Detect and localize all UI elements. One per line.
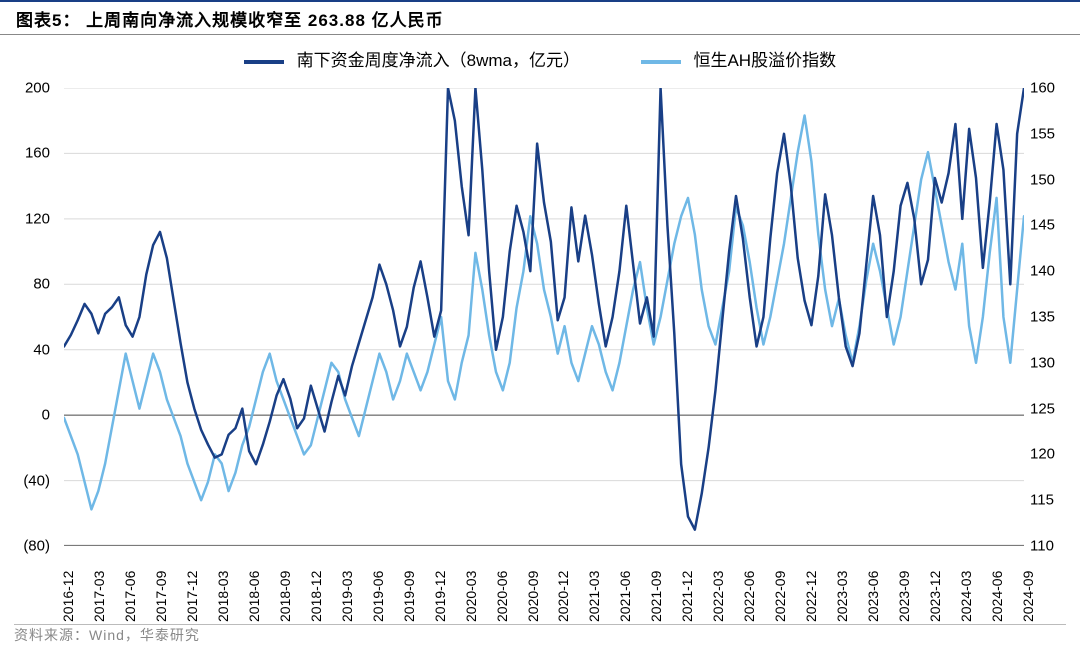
x-axis-labels: 2016-122017-032017-062017-092017-122018-… — [64, 550, 1024, 628]
x-tick: 2019-06 — [370, 571, 376, 622]
x-tick: 2019-03 — [339, 571, 345, 622]
x-tick: 2021-09 — [648, 571, 654, 622]
y-right-tick: 135 — [1030, 309, 1055, 326]
y-right-tick: 155 — [1030, 125, 1055, 142]
series-line-ah-premium — [64, 115, 1024, 509]
chart-figure: 图表5： 上周南向净流入规模收窄至 263.88 亿人民币 南下资金周度净流入（… — [0, 0, 1080, 651]
x-tick: 2023-09 — [896, 571, 902, 622]
y-right-tick: 125 — [1030, 400, 1055, 417]
y-right-tick: 115 — [1030, 492, 1054, 509]
x-tick: 2017-09 — [153, 571, 159, 622]
x-tick: 2018-09 — [277, 571, 283, 622]
source-text: 资料来源：Wind，华泰研究 — [14, 625, 200, 645]
x-tick: 2018-03 — [215, 571, 221, 622]
x-tick: 2016-12 — [60, 571, 66, 622]
x-tick: 2021-12 — [679, 571, 685, 622]
y-right-tick: 110 — [1030, 538, 1054, 555]
x-tick: 2022-03 — [710, 571, 716, 622]
legend-swatch-2 — [641, 60, 681, 64]
x-tick: 2020-06 — [494, 571, 500, 622]
x-tick: 2017-03 — [91, 571, 97, 622]
y-left-tick: 160 — [25, 145, 50, 162]
y-left-tick: (80) — [23, 538, 50, 555]
x-tick: 2021-03 — [586, 571, 592, 622]
legend: 南下资金周度净流入（8wma，亿元） 恒生AH股溢价指数 — [0, 46, 1080, 71]
x-tick: 2023-12 — [927, 571, 933, 622]
y-right-tick: 140 — [1030, 263, 1055, 280]
y-left-tick: 80 — [33, 276, 50, 293]
x-tick: 2020-03 — [463, 571, 469, 622]
x-tick: 2019-09 — [401, 571, 407, 622]
y-left-tick: 200 — [25, 80, 50, 97]
x-tick: 2017-12 — [184, 571, 190, 622]
x-tick: 2024-06 — [989, 571, 995, 622]
x-tick: 2018-06 — [246, 571, 252, 622]
x-tick: 2021-06 — [617, 571, 623, 622]
x-tick: 2017-06 — [122, 571, 128, 622]
y-right-tick: 130 — [1030, 354, 1055, 371]
legend-label-2: 恒生AH股溢价指数 — [693, 51, 836, 70]
x-tick: 2018-12 — [308, 571, 314, 622]
y-axis-left: (80)(40)04080120160200 — [0, 88, 56, 546]
x-tick: 2019-12 — [432, 571, 438, 622]
legend-item-2: 恒生AH股溢价指数 — [641, 46, 836, 71]
series-line-southbound — [64, 88, 1024, 530]
x-tick: 2022-12 — [803, 571, 809, 622]
y-right-tick: 120 — [1030, 446, 1055, 463]
y-left-tick: 120 — [25, 210, 50, 227]
legend-item-1: 南下资金周度净流入（8wma，亿元） — [244, 46, 580, 71]
chart-title: 图表5： 上周南向净流入规模收窄至 263.88 亿人民币 — [16, 6, 444, 31]
x-tick: 2020-09 — [525, 571, 531, 622]
x-tick: 2020-12 — [555, 571, 561, 622]
legend-label-1: 南下资金周度净流入（8wma，亿元） — [297, 51, 580, 70]
x-tick: 2024-09 — [1020, 571, 1026, 622]
y-left-tick: 40 — [33, 341, 50, 358]
x-tick: 2023-06 — [865, 571, 871, 622]
x-tick: 2022-06 — [741, 571, 747, 622]
x-tick: 2023-03 — [834, 571, 840, 622]
title-bar: 图表5： 上周南向净流入规模收窄至 263.88 亿人民币 — [0, 0, 1080, 35]
legend-swatch-1 — [244, 60, 284, 64]
y-right-tick: 145 — [1030, 217, 1055, 234]
x-tick: 2022-09 — [772, 571, 778, 622]
y-axis-right: 110115120125130135140145150155160 — [1030, 88, 1076, 546]
y-left-tick: 0 — [42, 407, 50, 424]
y-right-tick: 150 — [1030, 171, 1055, 188]
plot-area — [64, 88, 1024, 546]
y-right-tick: 160 — [1030, 80, 1055, 97]
x-tick: 2024-03 — [958, 571, 964, 622]
y-left-tick: (40) — [23, 472, 50, 489]
plot-svg — [64, 88, 1024, 546]
